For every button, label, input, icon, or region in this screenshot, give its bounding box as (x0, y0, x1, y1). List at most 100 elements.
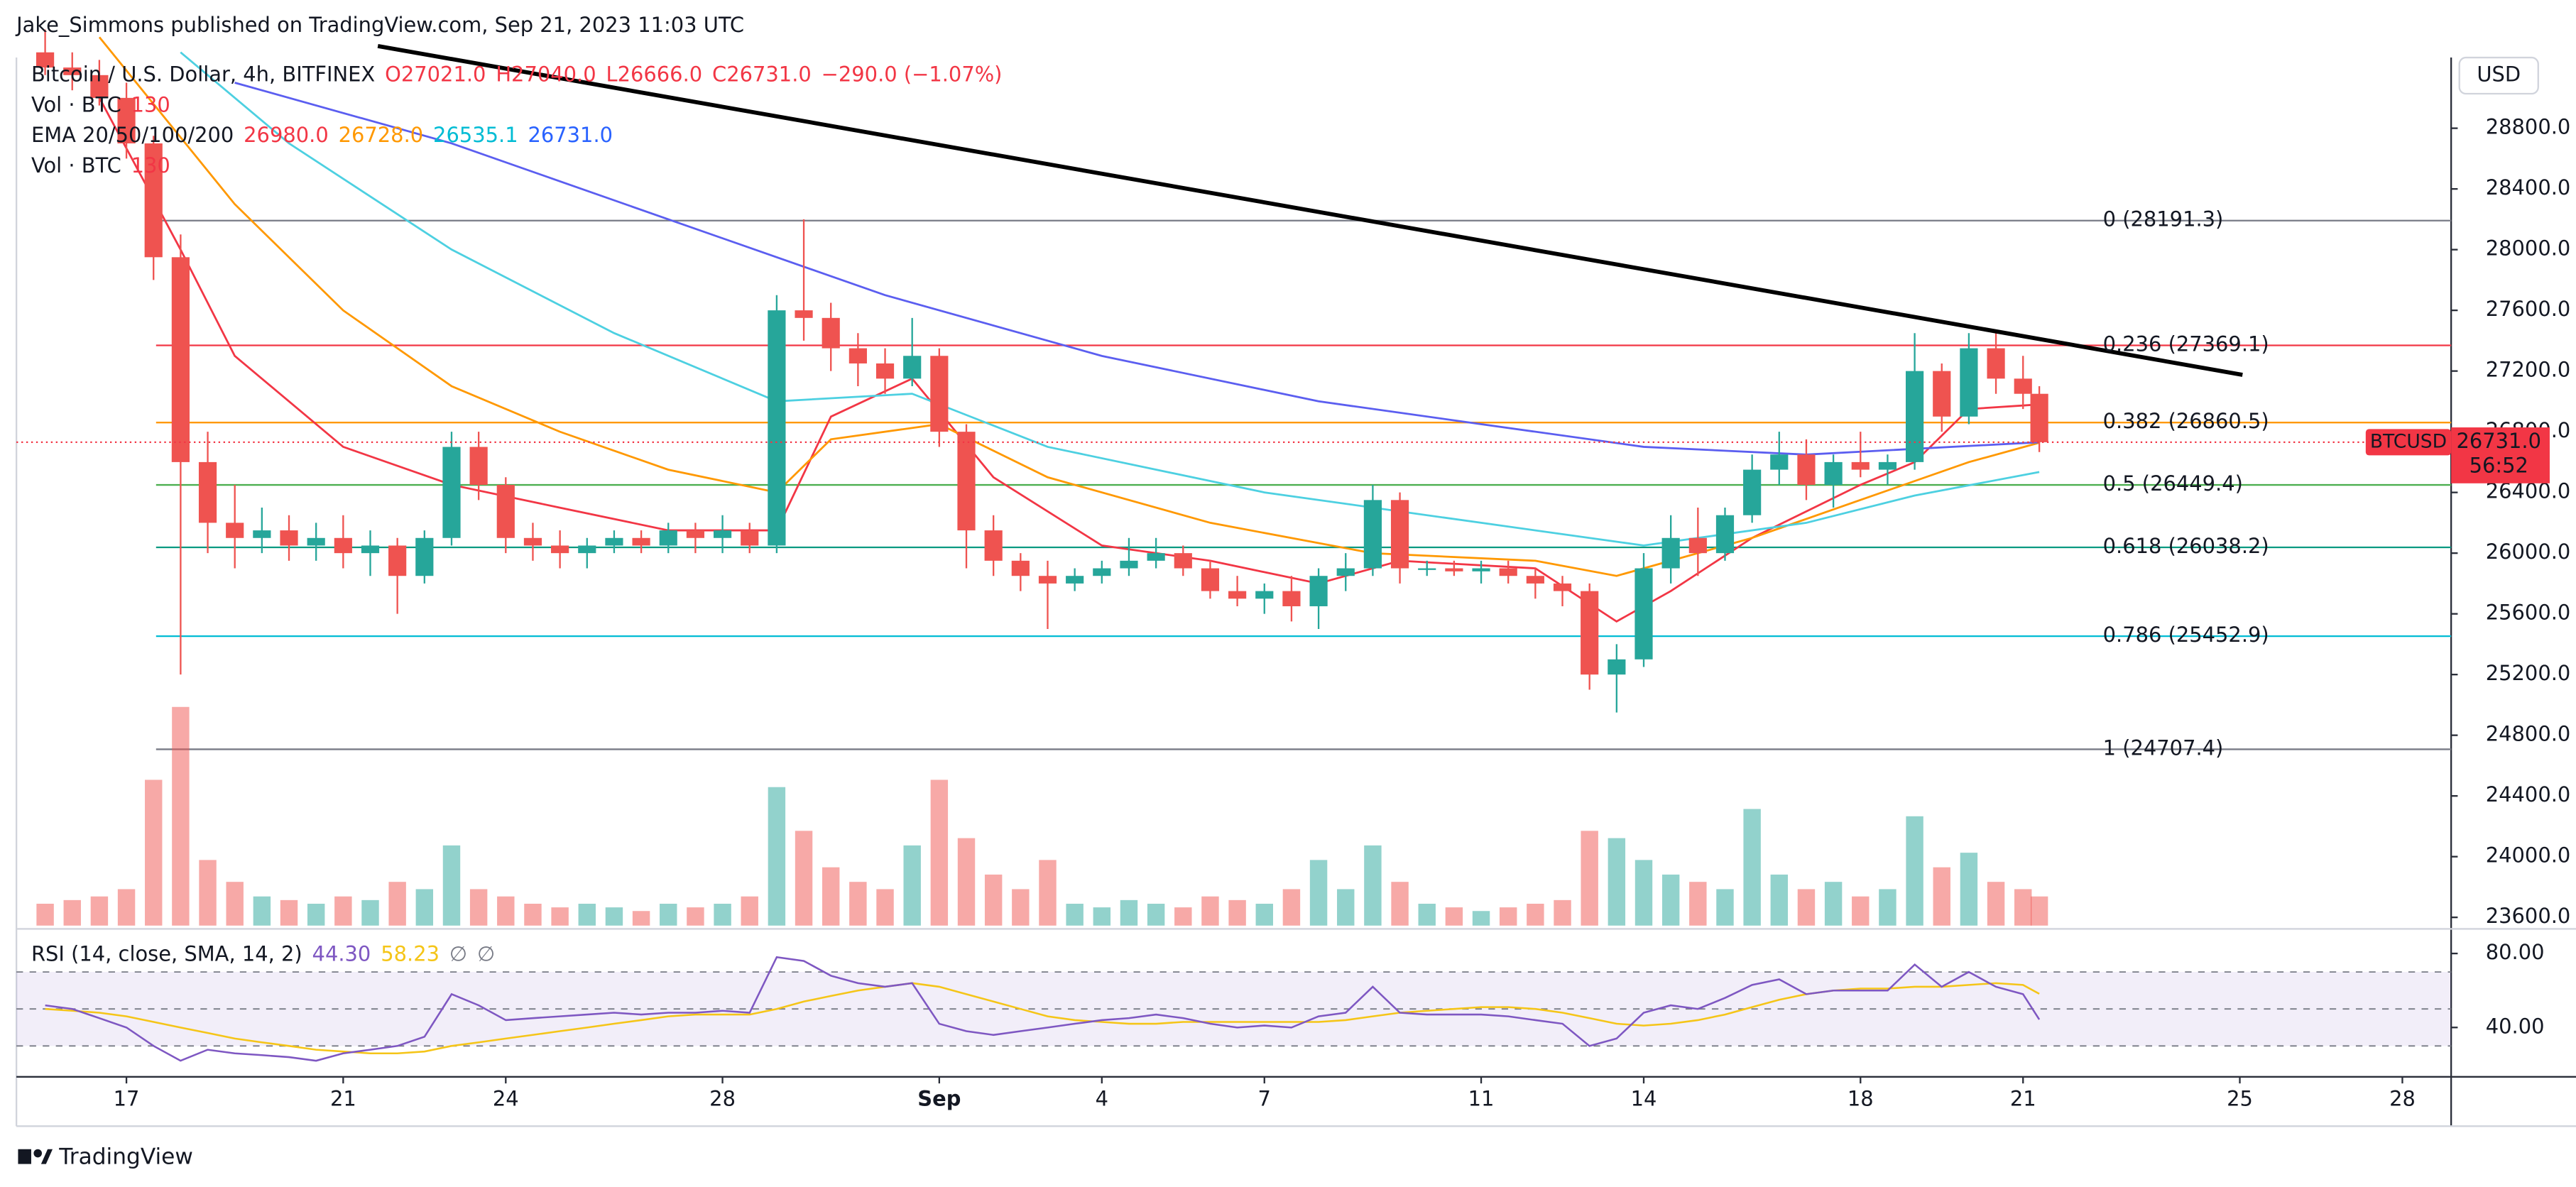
candle-body (334, 537, 352, 554)
candle-body (1147, 553, 1165, 561)
legend-name: RSI (14, close, SMA, 14, 2) (31, 941, 302, 966)
legend-name: EMA 20/50/100/200 (31, 123, 234, 147)
candle-body (1743, 469, 1762, 515)
header: Jake_Simmons published on TradingView.co… (15, 13, 744, 37)
candle-body (632, 537, 650, 546)
x-tick-label: 17 (114, 1086, 140, 1110)
legend-value: 130 (131, 92, 170, 116)
volume-bar (822, 867, 840, 926)
legend-value: 26980.0 (244, 123, 329, 147)
candle-body (1174, 553, 1192, 569)
x-tick-label: 28 (2389, 1086, 2416, 1110)
volume-bar (1120, 899, 1138, 926)
candle-body (1011, 560, 1030, 576)
volume-bar (1309, 860, 1328, 926)
currency[interactable]: USD (2477, 62, 2521, 87)
volume-bar (876, 889, 894, 926)
volume-bar (1689, 882, 1707, 926)
candle-body (469, 447, 488, 485)
legend-row: Bitcoin / U.S. Dollar, 4h, BITFINEX O2702… (31, 62, 1003, 87)
candle-body (1336, 568, 1355, 576)
candle-body (578, 545, 596, 554)
volume-bar (1364, 845, 1382, 926)
candle-body (1933, 371, 1951, 417)
fib-label: 1 (24707.4) (2103, 735, 2224, 760)
fib-label: 0.236 (27369.1) (2103, 332, 2269, 356)
volume-bar (1554, 899, 1571, 926)
fib-label: 0.786 (25452.9) (2103, 623, 2269, 647)
volume-bar (280, 899, 298, 926)
volume-bar (1634, 860, 1653, 926)
fib-label: 0.618 (26038.2) (2103, 534, 2269, 558)
ema-line (180, 51, 2040, 547)
volume-bar (1012, 889, 1030, 926)
candle-body (1878, 461, 1897, 470)
currency-box[interactable] (2458, 56, 2539, 95)
volume-bar (226, 882, 244, 926)
volume-bar (1445, 907, 1463, 926)
candle-body (1445, 568, 1463, 571)
candle-body (1120, 560, 1138, 569)
legend-value: 26728.0 (339, 123, 424, 147)
candle-body (1282, 591, 1301, 606)
candle-body (117, 97, 136, 144)
legend-value: 58.23 (381, 941, 440, 966)
y-tick-label: 28800.0 (2486, 115, 2571, 139)
ema-line (234, 82, 2040, 456)
volume-bar (1906, 816, 1923, 926)
candle-body (686, 530, 705, 538)
candle-body (1906, 371, 1924, 462)
candle-body (1634, 568, 1653, 660)
legend-value: 26731.0 (528, 123, 613, 147)
volume-bar (1228, 899, 1246, 926)
volume-bar (578, 903, 596, 926)
volume-bar (253, 896, 271, 926)
volume-bar (632, 911, 650, 926)
legend-value: 44.30 (312, 941, 371, 966)
volume-bar (334, 896, 352, 926)
candle-body (1499, 568, 1517, 576)
footer-logo (18, 1149, 53, 1164)
legend-name: Vol · BTC (31, 92, 121, 116)
legend-value: 26535.1 (433, 123, 518, 147)
volume-bar (1716, 889, 1734, 926)
footer-brand: TradingView (58, 1144, 193, 1169)
volume-bar (605, 907, 623, 926)
candle-body (144, 143, 163, 258)
volume-bar (145, 780, 163, 926)
candle-body (361, 545, 380, 554)
candle-body (280, 530, 298, 546)
candle-body (930, 356, 949, 432)
volume-bar (2030, 896, 2048, 926)
candle-body (1201, 568, 1220, 591)
candle-body (848, 348, 867, 363)
x-tick-label: 25 (2227, 1086, 2253, 1110)
ema-line (98, 36, 2040, 577)
y-tick-label: 25200.0 (2486, 661, 2571, 685)
candle-body (1987, 348, 2005, 379)
legend-value: L26666.0 (606, 62, 703, 87)
volume-bar (469, 889, 488, 926)
legend-value: ∅ (477, 941, 495, 966)
legend-value: 130 (131, 153, 170, 177)
price-tag-value: 26731.0 (2456, 429, 2541, 453)
legend-value: −290.0 (−1.07%) (822, 62, 1003, 87)
candle-body (1228, 591, 1247, 599)
volume-bar (1418, 903, 1436, 926)
legend-value: C26731.0 (712, 62, 812, 87)
candle-body (551, 545, 569, 554)
x-tick-label: 11 (1468, 1086, 1495, 1110)
volume-bar (63, 899, 81, 926)
rsi-tick-label: 40.00 (2486, 1014, 2545, 1038)
y-tick-label: 28000.0 (2486, 236, 2571, 261)
candle-body (523, 537, 542, 546)
volume-bar (714, 903, 731, 926)
candle-body (253, 530, 271, 538)
candle-body (1472, 568, 1490, 571)
legend-name: Bitcoin / U.S. Dollar, 4h, BITFINEX (31, 62, 375, 87)
candle-body (875, 363, 895, 379)
candle-body (605, 537, 623, 546)
candle-body (63, 67, 82, 75)
candle-body (1581, 591, 1599, 675)
candle-body (1093, 568, 1111, 576)
